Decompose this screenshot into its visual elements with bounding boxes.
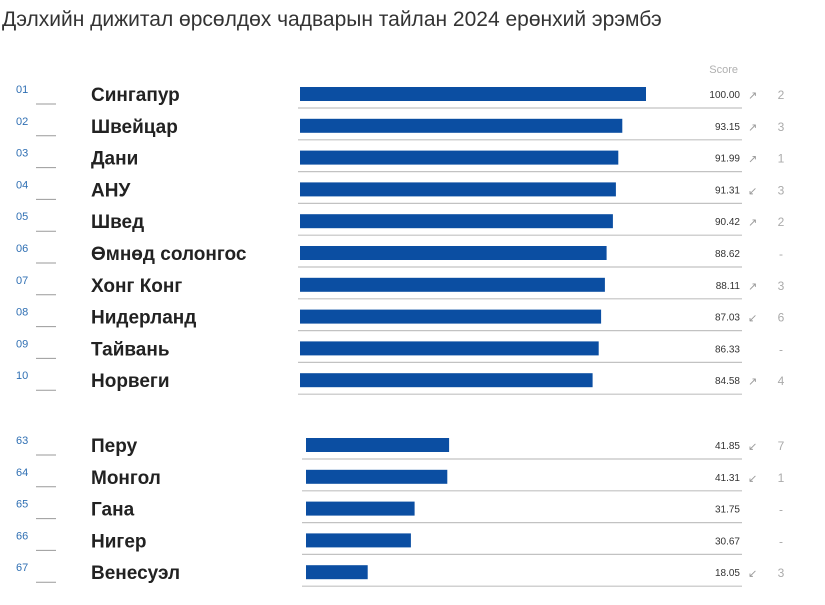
rank-number: 65 [16,499,28,511]
score-value: 31.75 [715,505,740,516]
trend-up-icon: ↗ [748,375,757,388]
score-value: 91.99 [715,154,740,165]
rank-number: 63 [16,435,28,447]
country-label: АНУ [91,180,130,201]
score-bar [300,277,605,292]
score-bar [306,438,450,452]
rank-number: 67 [16,562,28,574]
score-value: 86.33 [715,344,740,355]
score-bar [306,501,415,516]
rank-change: 2 [778,88,785,102]
rank-change: - [779,503,783,517]
country-label: Монгол [91,468,161,489]
score-value: 88.62 [715,249,740,260]
country-label: Тайвань [91,339,170,360]
rank-change: 1 [778,471,785,485]
rank-number: 07 [16,275,28,287]
score-bar [300,309,602,324]
country-label: Өмнөд солонгос [91,244,247,265]
rank-number: 64 [16,467,28,479]
trend-up-icon: ↗ [748,216,757,229]
chart-title: Дэлхийн дижитал өрсөлдөх чадварын тайлан… [2,8,662,31]
rank-number: 02 [16,116,28,128]
rank-change: 3 [778,279,785,293]
rank-change: 3 [778,183,785,197]
score-bar [306,533,411,548]
rank-change: 1 [778,152,785,166]
rank-change: 3 [778,566,785,580]
score-bar [300,87,646,101]
trend-down-icon: ↙ [748,184,757,197]
country-label: Венесуэл [91,563,180,584]
trend-up-icon: ↗ [748,153,757,166]
trend-down-icon: ↙ [748,312,757,325]
country-label: Дани [91,149,138,170]
score-value: 84.58 [715,376,740,387]
score-header: Score [709,64,738,76]
score-value: 41.31 [715,473,740,484]
trend-up-icon: ↗ [748,89,757,102]
score-bar [300,182,616,197]
country-label: Нидерланд [91,308,196,329]
country-label: Хонг Конг [91,276,182,297]
rank-change: 7 [778,439,785,453]
country-label: Гана [91,500,135,521]
score-value: 41.85 [715,441,740,452]
score-value: 87.03 [715,313,740,324]
trend-down-icon: ↙ [748,440,757,453]
score-value: 93.15 [715,122,740,133]
score-value: 100.00 [709,90,740,101]
country-label: Нигер [91,531,147,552]
score-value: 91.31 [715,185,740,196]
country-label: Сингапур [91,85,180,106]
score-bar [300,246,607,260]
rank-number: 04 [16,179,28,191]
country-label: Норвеги [91,371,170,392]
score-value: 90.42 [715,217,740,228]
score-bar [300,214,613,229]
rank-change: - [779,534,783,548]
score-bar [306,469,448,484]
rank-number: 06 [16,243,28,255]
rank-change: 3 [778,120,785,134]
country-label: Швейцар [91,117,178,138]
rank-number: 05 [16,211,28,223]
trend-down-icon: ↙ [748,567,757,580]
score-bar [300,373,593,388]
rank-number: 10 [16,370,28,382]
score-bar [300,118,623,133]
rank-number: 01 [16,84,28,96]
trend-up-icon: ↗ [748,121,757,134]
rank-number: 03 [16,148,28,160]
country-label: Швед [91,212,144,233]
rank-change: - [779,342,783,356]
rank-number: 09 [16,338,28,350]
score-value: 18.05 [715,568,740,579]
rank-number: 08 [16,307,28,319]
rank-change: 4 [778,374,785,388]
rank-number: 66 [16,530,28,542]
rank-change: - [779,247,783,261]
score-value: 88.11 [716,281,741,292]
trend-down-icon: ↙ [748,472,757,485]
trend-up-icon: ↗ [748,280,757,293]
score-bar [300,150,619,165]
score-bar [300,341,599,356]
score-bar [306,565,368,580]
score-value: 30.67 [715,536,740,547]
rank-change: 2 [778,215,785,229]
country-label: Перу [91,436,138,457]
rank-change: 6 [778,311,785,325]
